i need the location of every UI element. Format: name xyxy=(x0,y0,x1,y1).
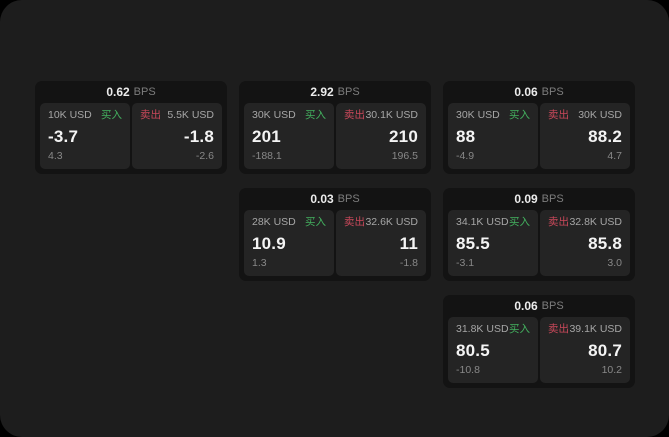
bps-unit-label: BPS xyxy=(133,86,156,98)
bps-unit-label: BPS xyxy=(541,193,564,205)
buy-change: -188.1 xyxy=(252,150,282,163)
sell-tile[interactable]: 卖出 30.1K USD 210 196.5 xyxy=(336,103,426,169)
sell-price: 85.8 xyxy=(588,233,622,253)
sell-tile[interactable]: 卖出 32.8K USD 85.8 3.0 xyxy=(540,210,630,276)
sell-tile[interactable]: 卖出 39.1K USD 80.7 10.2 xyxy=(540,317,630,383)
sell-tile[interactable]: 卖出 30K USD 88.2 4.7 xyxy=(540,103,630,169)
buy-tile[interactable]: 34.1K USD 买入 85.5 -3.1 xyxy=(448,210,538,276)
buy-tile[interactable]: 28K USD 买入 10.9 1.3 xyxy=(244,210,334,276)
buy-label: 买入 xyxy=(305,109,326,121)
buy-tile[interactable]: 31.8K USD 买入 80.5 -10.8 xyxy=(448,317,538,383)
card-body: 10K USD 买入 -3.7 4.3 卖出 5.5K USD -1.8 -2.… xyxy=(35,103,227,174)
buy-tile[interactable]: 30K USD 买入 88 -4.9 xyxy=(448,103,538,169)
bps-unit-label: BPS xyxy=(337,86,360,98)
quote-card-5: 0.06 BPS 31.8K USD 买入 80.5 -10.8 卖出 39.1… xyxy=(443,295,635,388)
sell-label: 卖出 xyxy=(140,109,161,121)
buy-price: -3.7 xyxy=(48,126,79,146)
buy-amount: 30K USD xyxy=(456,109,500,121)
buy-price: 85.5 xyxy=(456,233,490,253)
sell-amount: 5.5K USD xyxy=(167,109,214,121)
sell-amount: 32.8K USD xyxy=(569,216,622,228)
bps-value: 0.62 xyxy=(106,85,130,99)
bps-value: 2.92 xyxy=(310,85,334,99)
card-header: 0.09 BPS xyxy=(443,188,635,210)
card-body: 28K USD 买入 10.9 1.3 卖出 32.6K USD 11 -1.8 xyxy=(239,210,431,281)
buy-label: 买入 xyxy=(509,323,530,335)
buy-tile[interactable]: 10K USD 买入 -3.7 4.3 xyxy=(40,103,130,169)
bps-value: 0.03 xyxy=(310,192,334,206)
buy-price: 80.5 xyxy=(456,340,490,360)
sell-change: 196.5 xyxy=(391,150,418,163)
card-header: 0.06 BPS xyxy=(443,295,635,317)
bps-unit-label: BPS xyxy=(337,193,360,205)
buy-amount: 31.8K USD xyxy=(456,323,509,335)
card-header: 0.62 BPS xyxy=(35,81,227,103)
buy-change: -3.1 xyxy=(456,257,475,270)
sell-tile[interactable]: 卖出 32.6K USD 11 -1.8 xyxy=(336,210,426,276)
bps-value: 0.09 xyxy=(514,192,538,206)
buy-change: 4.3 xyxy=(48,150,63,163)
buy-label: 买入 xyxy=(101,109,122,121)
sell-change: 4.7 xyxy=(607,150,622,163)
bps-unit-label: BPS xyxy=(541,86,564,98)
sell-price: 11 xyxy=(399,233,418,253)
buy-amount: 30K USD xyxy=(252,109,296,121)
sell-label: 卖出 xyxy=(548,323,569,335)
quote-card-0: 0.62 BPS 10K USD 买入 -3.7 4.3 卖出 5.5K USD… xyxy=(35,81,227,174)
buy-amount: 10K USD xyxy=(48,109,92,121)
buy-amount: 28K USD xyxy=(252,216,296,228)
quote-card-1: 2.92 BPS 30K USD 买入 201 -188.1 卖出 30.1K … xyxy=(239,81,431,174)
sell-price: 80.7 xyxy=(588,340,622,360)
sell-amount: 30K USD xyxy=(578,109,622,121)
quote-card-3: 0.03 BPS 28K USD 买入 10.9 1.3 卖出 32.6K US… xyxy=(239,188,431,281)
card-body: 30K USD 买入 201 -188.1 卖出 30.1K USD 210 1… xyxy=(239,103,431,174)
buy-label: 买入 xyxy=(509,216,530,228)
sell-price: 88.2 xyxy=(588,126,622,146)
sell-amount: 32.6K USD xyxy=(365,216,418,228)
sell-price: 210 xyxy=(389,126,418,146)
buy-price: 88 xyxy=(456,126,476,146)
buy-amount: 34.1K USD xyxy=(456,216,509,228)
card-body: 30K USD 买入 88 -4.9 卖出 30K USD 88.2 4.7 xyxy=(443,103,635,174)
sell-price: -1.8 xyxy=(183,126,214,146)
card-header: 2.92 BPS xyxy=(239,81,431,103)
card-header: 0.06 BPS xyxy=(443,81,635,103)
card-body: 34.1K USD 买入 85.5 -3.1 卖出 32.8K USD 85.8… xyxy=(443,210,635,281)
sell-label: 卖出 xyxy=(548,216,569,228)
sell-label: 卖出 xyxy=(548,109,569,121)
buy-change: -10.8 xyxy=(456,364,480,377)
sell-change: -2.6 xyxy=(195,150,214,163)
buy-change: -4.9 xyxy=(456,150,475,163)
sell-amount: 30.1K USD xyxy=(365,109,418,121)
sell-change: 3.0 xyxy=(607,257,622,270)
quote-card-2: 0.06 BPS 30K USD 买入 88 -4.9 卖出 30K USD 8… xyxy=(443,81,635,174)
sell-label: 卖出 xyxy=(344,216,365,228)
quote-card-4: 0.09 BPS 34.1K USD 买入 85.5 -3.1 卖出 32.8K… xyxy=(443,188,635,281)
buy-price: 201 xyxy=(252,126,281,146)
buy-label: 买入 xyxy=(509,109,530,121)
buy-price: 10.9 xyxy=(252,233,286,253)
sell-change: 10.2 xyxy=(601,364,622,377)
card-body: 31.8K USD 买入 80.5 -10.8 卖出 39.1K USD 80.… xyxy=(443,317,635,388)
buy-label: 买入 xyxy=(305,216,326,228)
bps-value: 0.06 xyxy=(514,85,538,99)
buy-change: 1.3 xyxy=(252,257,267,270)
sell-amount: 39.1K USD xyxy=(569,323,622,335)
buy-tile[interactable]: 30K USD 买入 201 -188.1 xyxy=(244,103,334,169)
sell-change: -1.8 xyxy=(399,257,418,270)
bps-value: 0.06 xyxy=(514,299,538,313)
card-header: 0.03 BPS xyxy=(239,188,431,210)
sell-label: 卖出 xyxy=(344,109,365,121)
bps-unit-label: BPS xyxy=(541,300,564,312)
sell-tile[interactable]: 卖出 5.5K USD -1.8 -2.6 xyxy=(132,103,222,169)
